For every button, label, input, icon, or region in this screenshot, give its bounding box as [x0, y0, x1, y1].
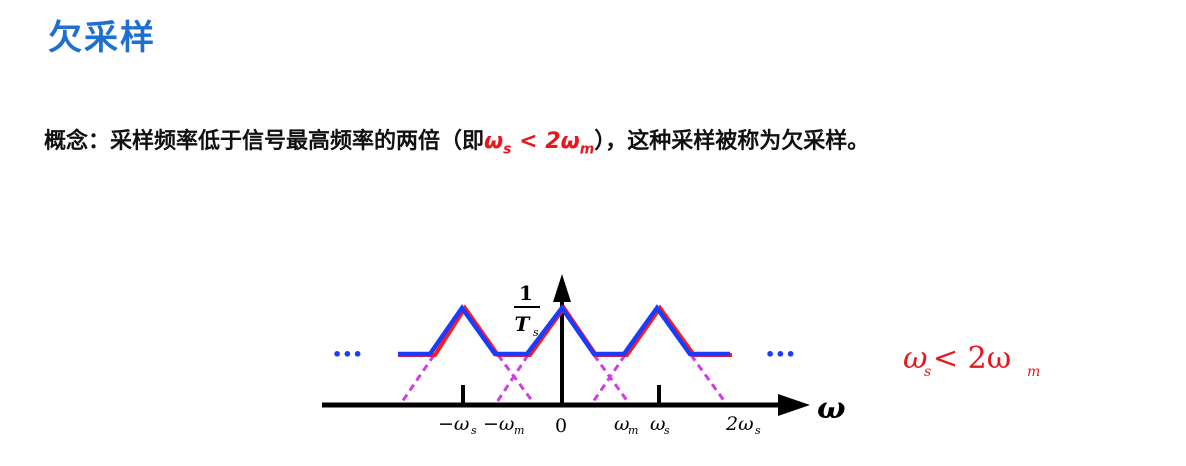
- tick-ws: [657, 385, 661, 405]
- aliasing-dashed-lines: [400, 354, 727, 403]
- condition-m-sub: m: [579, 141, 595, 158]
- concept-tail: ），这种采样被称为欠采样。: [594, 129, 870, 154]
- aliasing-line: [592, 354, 630, 403]
- tick-neg-ws: [461, 385, 465, 405]
- condition-omega-m: ω: [560, 129, 580, 154]
- concept-text: 采样频率低于信号最高频率的两倍（即: [110, 129, 485, 154]
- aliasing-line: [591, 354, 627, 403]
- condition-label: ω s < 2ω m: [903, 341, 1040, 380]
- condition-label-sub2: m: [1027, 364, 1040, 380]
- y-label-numerator: 1: [519, 281, 533, 305]
- tick-label-neg-wm-sub: m: [514, 424, 524, 437]
- y-axis-arrow: [553, 274, 571, 302]
- tick-label-neg-ws: −ω: [438, 413, 469, 435]
- tick-label-ws: ω: [650, 413, 666, 435]
- condition-omega-s: ω: [484, 129, 504, 154]
- ellipsis-right: •••: [765, 345, 796, 364]
- tick-label-wm: ω: [614, 413, 630, 435]
- ellipsis-left: •••: [332, 345, 363, 364]
- x-axis-label: ω: [817, 391, 846, 426]
- condition-s-sub: s: [503, 141, 512, 158]
- condition-label-sub1: s: [924, 364, 931, 380]
- tick-label-ws-sub: s: [664, 424, 670, 437]
- spectrum-blue: [398, 304, 730, 357]
- tick-label-neg-ws-sub: s: [471, 424, 477, 437]
- tick-label-neg-wm: −ω: [483, 413, 514, 435]
- condition-label-mid: < 2ω: [933, 341, 1011, 376]
- concept-condition: ωs < 2ωm: [484, 129, 595, 158]
- tick-label-zero: 0: [555, 415, 567, 437]
- condition-lt: < 2: [511, 129, 561, 154]
- y-label-denominator: T: [515, 312, 532, 336]
- concept-sentence: 概念：采样频率低于信号最高频率的两倍（即ωs < 2ωm），这种采样被称为欠采样…: [44, 123, 869, 157]
- aliasing-line: [689, 354, 727, 403]
- y-label-denominator-sub: s: [533, 326, 539, 339]
- aliasing-line: [496, 354, 535, 403]
- tick-labels: −ω s −ω m 0 ω m ω s 2ω s: [438, 413, 761, 437]
- aliasing-line: [495, 354, 530, 403]
- tick-label-two-ws-sub: s: [755, 424, 761, 437]
- slide-title: 欠采样: [48, 18, 156, 58]
- x-axis-arrow: [778, 394, 810, 416]
- aliasing-line: [400, 354, 436, 403]
- tick-label-two-ws: 2ω: [725, 413, 754, 435]
- tick-label-wm-sub: m: [628, 424, 638, 437]
- concept-label: 概念：: [44, 129, 111, 154]
- condition-label-omega: ω: [903, 341, 927, 376]
